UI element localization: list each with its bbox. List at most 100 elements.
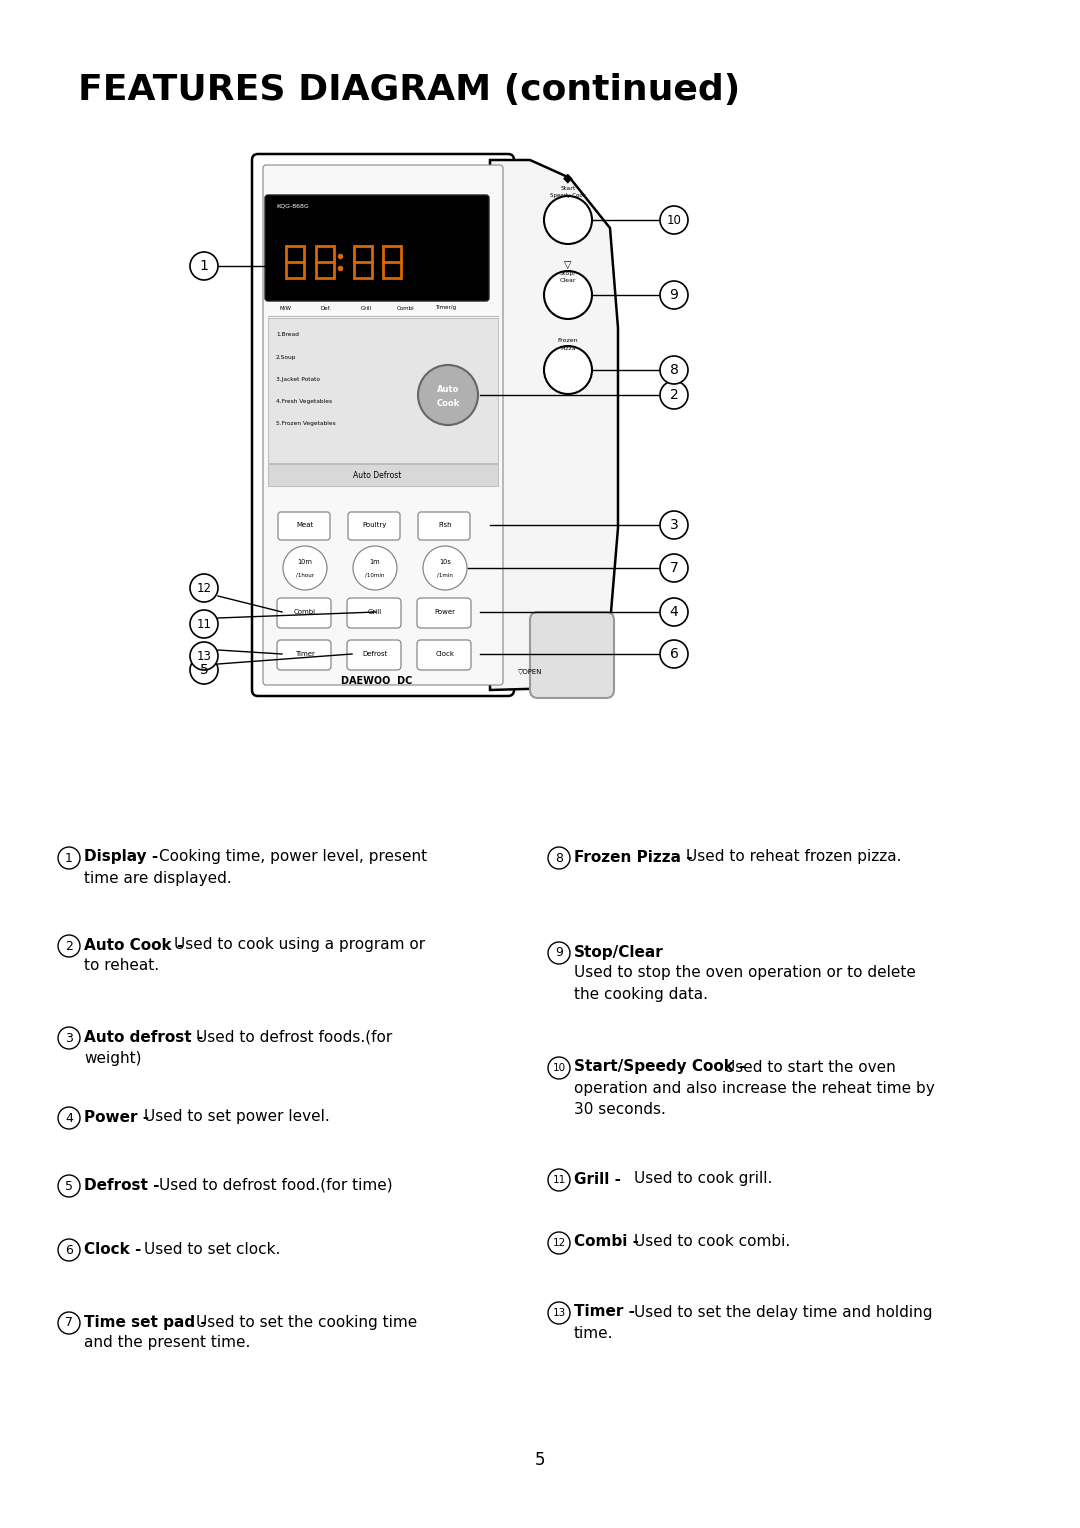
Text: 10s: 10s [440,559,451,565]
Text: Used to cook grill.: Used to cook grill. [634,1172,772,1187]
FancyBboxPatch shape [264,165,503,685]
FancyBboxPatch shape [265,196,489,301]
Text: /1min: /1min [437,573,453,578]
Text: /1hour: /1hour [296,573,314,578]
Circle shape [548,1057,570,1079]
Text: Used to defrost foods.(for: Used to defrost foods.(for [197,1030,393,1045]
Text: 4.Fresh Vegetables: 4.Fresh Vegetables [276,399,333,403]
Text: 5: 5 [535,1452,545,1468]
Text: time are displayed.: time are displayed. [84,871,232,886]
Polygon shape [490,160,618,691]
Text: Used to cook using a program or: Used to cook using a program or [174,938,426,952]
Text: 2: 2 [65,940,73,952]
Circle shape [660,356,688,384]
Text: 6: 6 [65,1244,73,1256]
Text: Power: Power [434,610,456,614]
Text: Clock: Clock [435,651,455,657]
Text: 8: 8 [670,364,678,377]
Text: Fish: Fish [438,523,451,529]
Circle shape [58,1106,80,1129]
Circle shape [660,510,688,539]
Text: 10: 10 [553,1063,566,1073]
Text: Power -: Power - [84,1109,154,1125]
Text: DAEWOO  DC: DAEWOO DC [341,675,413,686]
Text: Timer: Timer [295,651,315,657]
Text: ◆: ◆ [563,171,572,185]
Circle shape [544,270,592,319]
Circle shape [544,345,592,394]
Text: Used to set the delay time and holding: Used to set the delay time and holding [634,1305,932,1320]
Circle shape [544,196,592,244]
Text: Start: Start [561,185,576,191]
Text: 7: 7 [670,561,678,575]
Text: Combi: Combi [294,610,316,614]
Text: 9: 9 [670,287,678,303]
Text: Clock -: Clock - [84,1241,147,1256]
Circle shape [58,1175,80,1196]
Circle shape [190,252,218,280]
Text: operation and also increase the reheat time by: operation and also increase the reheat t… [573,1080,935,1096]
Text: 1: 1 [200,260,208,274]
Text: ▽OPEN: ▽OPEN [517,668,542,674]
FancyBboxPatch shape [268,318,498,463]
Text: 6: 6 [670,646,678,662]
Text: time.: time. [573,1325,613,1340]
Text: Auto defrost -: Auto defrost - [84,1030,208,1045]
Text: Frozen: Frozen [557,338,578,342]
FancyBboxPatch shape [348,512,400,539]
Text: Stop/Clear: Stop/Clear [573,944,664,960]
Text: Cooking time, power level, present: Cooking time, power level, present [159,850,427,865]
Circle shape [58,847,80,869]
Circle shape [418,365,478,425]
Circle shape [548,847,570,869]
Text: Used to set the cooking time: Used to set the cooking time [197,1314,418,1329]
Text: 12: 12 [197,582,212,594]
Text: Auto: Auto [436,385,459,394]
Text: 7: 7 [65,1317,73,1329]
Text: 5: 5 [65,1180,73,1192]
Text: 30 seconds.: 30 seconds. [573,1102,666,1117]
Circle shape [548,1169,570,1190]
Text: Grill: Grill [368,610,382,614]
Text: Used to cook combi.: Used to cook combi. [634,1235,791,1250]
Circle shape [660,206,688,234]
Text: Cook: Cook [436,399,460,408]
Circle shape [548,1232,570,1254]
Text: 1: 1 [65,851,73,865]
FancyBboxPatch shape [347,597,401,628]
Text: 2: 2 [670,388,678,402]
Text: 2.Soup: 2.Soup [276,354,297,359]
Text: 3: 3 [670,518,678,532]
Circle shape [58,1239,80,1261]
Text: Meat: Meat [296,523,313,529]
Text: Grill -: Grill - [573,1172,626,1187]
Text: Used to defrost food.(for time): Used to defrost food.(for time) [159,1178,393,1192]
Text: Auto Defrost: Auto Defrost [353,471,401,480]
Text: 4: 4 [670,605,678,619]
Text: Display -: Display - [84,850,163,865]
Text: 1m: 1m [369,559,380,565]
Text: Used to start the oven: Used to start the oven [724,1059,895,1074]
Text: 11: 11 [197,617,212,631]
Text: /10min: /10min [365,573,384,578]
Text: Combi -: Combi - [573,1235,645,1250]
Text: 1.Bread: 1.Bread [276,333,299,338]
Text: 9: 9 [555,946,563,960]
Text: Used to reheat frozen pizza.: Used to reheat frozen pizza. [687,850,902,865]
Text: Timer -: Timer - [573,1305,640,1320]
Text: Def.: Def. [321,306,332,310]
Text: M/W: M/W [280,306,292,310]
Text: Defrost -: Defrost - [84,1178,165,1192]
Circle shape [660,597,688,626]
Text: 3.Jacket Potato: 3.Jacket Potato [276,376,320,382]
Circle shape [283,545,327,590]
Text: Defrost: Defrost [362,651,388,657]
Text: weight): weight) [84,1051,141,1065]
Circle shape [548,941,570,964]
FancyBboxPatch shape [530,613,615,698]
Circle shape [660,380,688,410]
Text: Clear: Clear [559,278,577,284]
Text: 5.Frozen Vegetables: 5.Frozen Vegetables [276,420,336,425]
Circle shape [190,642,218,669]
Circle shape [660,281,688,309]
